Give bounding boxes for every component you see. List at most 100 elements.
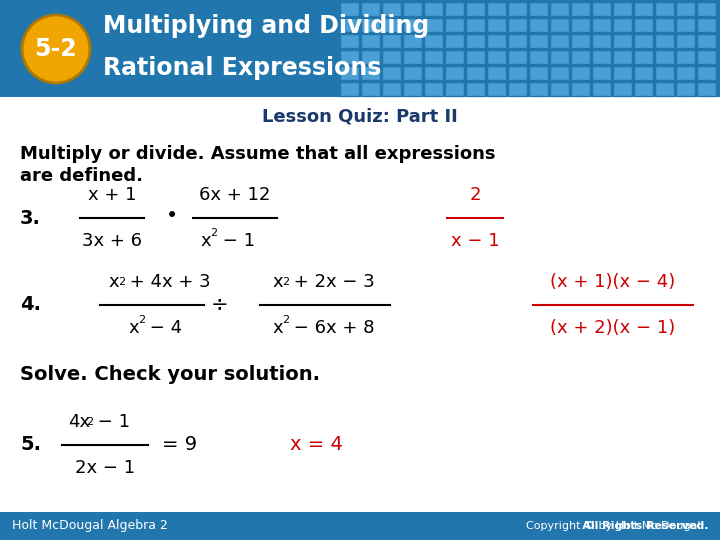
Bar [487,50,506,64]
Text: 2: 2 [118,277,125,287]
Bar [403,34,422,48]
Bar [466,34,485,48]
Bar [382,50,401,64]
Bar [529,82,548,96]
Text: + 4x + 3: + 4x + 3 [124,273,211,291]
Bar [634,18,653,32]
Text: 2: 2 [282,277,289,287]
Bar [655,34,674,48]
Bar [655,66,674,80]
Bar [550,82,569,96]
Bar [424,66,443,80]
Bar [403,66,422,80]
Bar [466,50,485,64]
Bar [361,50,380,64]
Text: 2: 2 [282,315,289,325]
Text: x: x [200,232,211,250]
Text: x: x [272,273,283,291]
Text: 3.: 3. [20,208,41,227]
Bar [508,82,527,96]
Bar [697,50,716,64]
Text: 2: 2 [469,186,481,204]
Bar [466,2,485,16]
Bar [550,18,569,32]
Bar [466,82,485,96]
Bar [592,82,611,96]
Bar [424,50,443,64]
Text: are defined.: are defined. [20,167,143,185]
Text: 4x: 4x [68,413,90,431]
Bar [676,82,695,96]
Text: 2x − 1: 2x − 1 [75,459,135,477]
Text: (x + 2)(x − 1): (x + 2)(x − 1) [550,319,675,337]
Bar [613,2,632,16]
Text: 3x + 6: 3x + 6 [82,232,142,250]
Bar [676,66,695,80]
Bar [0,512,720,540]
Bar [655,18,674,32]
Bar [571,34,590,48]
Bar [445,50,464,64]
Text: = 9: = 9 [162,435,197,455]
Bar [508,2,527,16]
Bar [634,2,653,16]
Bar [403,50,422,64]
Bar [445,66,464,80]
Bar [634,50,653,64]
Bar [676,18,695,32]
Bar [529,66,548,80]
Bar [571,66,590,80]
Circle shape [22,15,90,83]
Bar [613,50,632,64]
Bar [550,50,569,64]
Text: Rational Expressions: Rational Expressions [103,56,382,80]
Bar [571,2,590,16]
Bar [655,82,674,96]
Bar [445,2,464,16]
Bar [403,18,422,32]
Bar [571,82,590,96]
Text: x = 4: x = 4 [290,435,343,455]
Text: Multiplying and Dividing: Multiplying and Dividing [103,14,429,38]
Text: x − 1: x − 1 [451,232,499,250]
Bar [655,50,674,64]
Text: − 1: − 1 [92,413,130,431]
Bar [340,82,359,96]
Bar [697,18,716,32]
Text: 2: 2 [86,417,93,427]
Bar [424,82,443,96]
Bar [424,18,443,32]
Text: + 2x − 3: + 2x − 3 [288,273,374,291]
Bar [676,50,695,64]
Bar [571,50,590,64]
Bar [340,66,359,80]
Bar [466,66,485,80]
Bar [487,66,506,80]
Bar [508,50,527,64]
Bar [613,34,632,48]
Bar [676,2,695,16]
Bar [403,2,422,16]
Bar [382,34,401,48]
Text: 2: 2 [138,315,145,325]
Text: − 1: − 1 [217,232,255,250]
Bar [592,18,611,32]
Bar [697,2,716,16]
Bar [634,34,653,48]
Bar [424,2,443,16]
Text: 2: 2 [210,228,217,238]
Bar [382,82,401,96]
Bar [487,18,506,32]
Bar [340,18,359,32]
Bar [613,82,632,96]
Bar [550,66,569,80]
Bar [382,18,401,32]
Bar [592,2,611,16]
Text: x + 1: x + 1 [88,186,136,204]
Bar [340,50,359,64]
Text: x: x [108,273,119,291]
Text: − 4: − 4 [144,319,182,337]
Bar [697,82,716,96]
Bar [571,18,590,32]
Bar [445,34,464,48]
